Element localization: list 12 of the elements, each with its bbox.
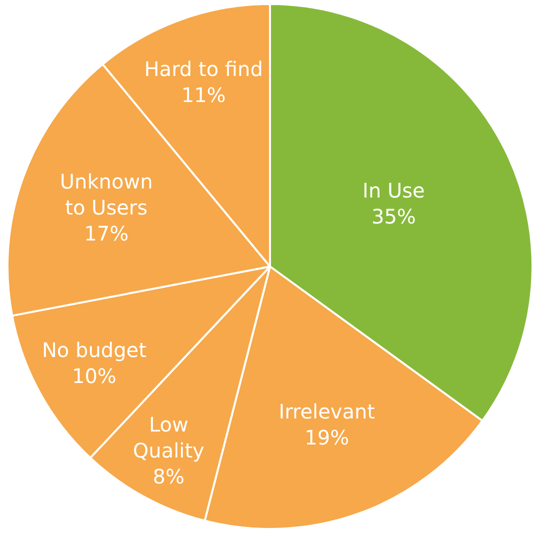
data-label: 35% xyxy=(371,204,416,228)
slice-label: In Use xyxy=(362,178,425,202)
data-label: 17% xyxy=(84,222,129,246)
slice-label: Low Quality xyxy=(132,412,205,463)
data-label: 8% xyxy=(152,464,185,489)
data-label: 19% xyxy=(304,426,350,450)
slice-label: No budget xyxy=(42,338,147,362)
slice-label: Hard to find xyxy=(144,57,263,82)
data-label: 10% xyxy=(72,364,116,388)
slice-label: Irrelevant xyxy=(278,400,376,424)
data-label: 11% xyxy=(181,83,226,108)
slice-label: Unknown to Users xyxy=(60,170,153,220)
